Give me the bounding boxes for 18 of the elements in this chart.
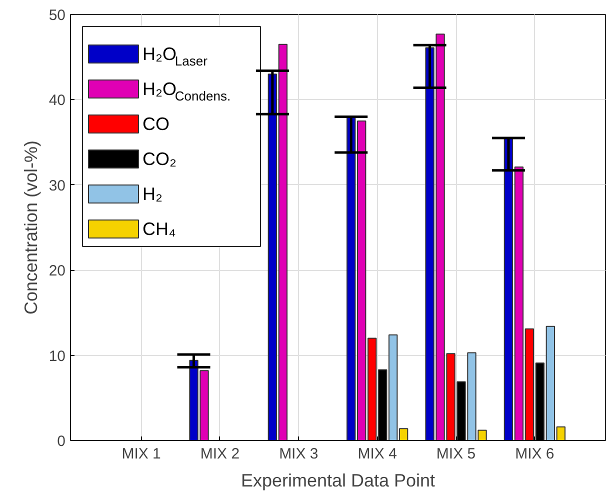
legend-label: CH₄ <box>142 219 176 239</box>
legend-label: CO₂ <box>142 149 176 169</box>
y-tick-label: 0 <box>57 433 66 450</box>
legend-label: CO <box>142 114 170 134</box>
x-tick-label: MIX 6 <box>515 446 554 462</box>
y-tick-label: 20 <box>48 262 66 280</box>
x-tick-label: MIX 5 <box>436 446 476 462</box>
y-tick-label: 10 <box>48 348 66 365</box>
y-axis-title: Concentration (vol-%) <box>20 140 41 315</box>
x-tick-label: MIX 4 <box>358 446 397 462</box>
x-tick-label: MIX 3 <box>279 446 318 462</box>
legend-label: H₂ <box>142 184 162 204</box>
y-tick-label: 50 <box>48 7 66 24</box>
x-tick-label: MIX 1 <box>122 446 161 462</box>
y-tick-label: 30 <box>48 177 66 194</box>
y-tick-label: 40 <box>48 92 66 110</box>
x-tick-label: MIX 2 <box>200 446 240 462</box>
x-axis-title: Experimental Data Point <box>240 470 436 490</box>
